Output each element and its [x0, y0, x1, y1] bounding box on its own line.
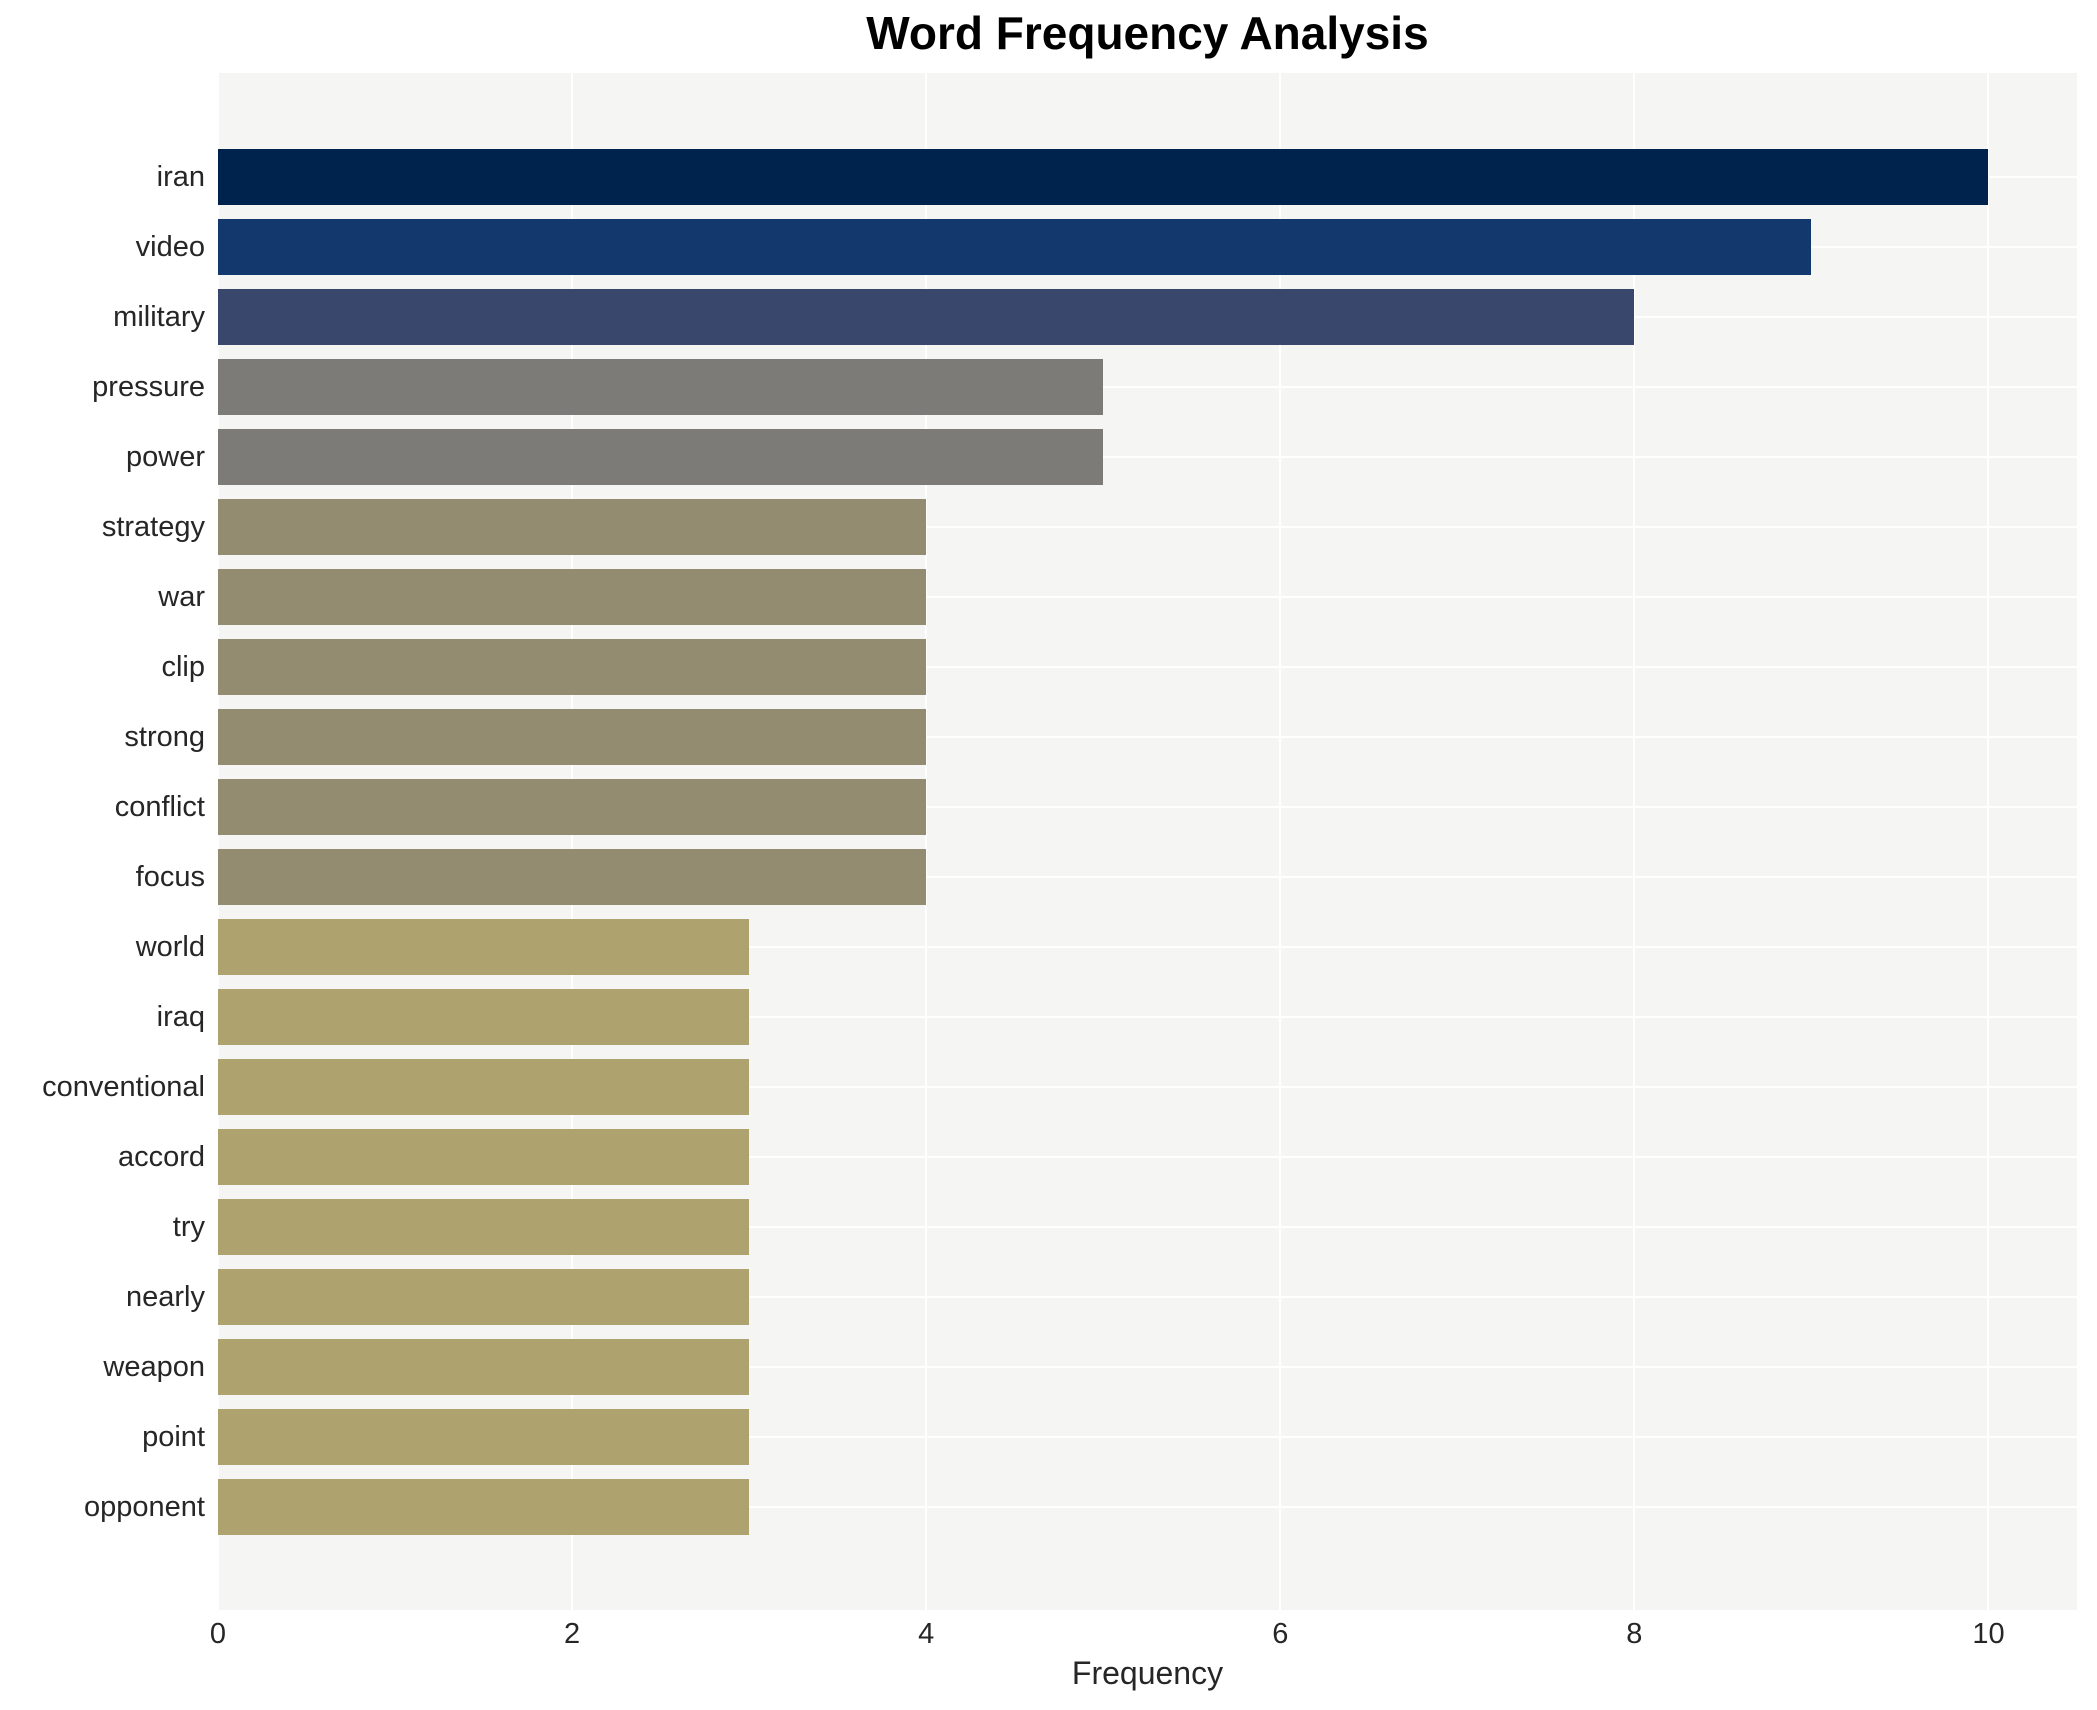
y-axis-label: try — [172, 1211, 205, 1243]
bar-military — [218, 289, 1634, 345]
x-gridline — [1279, 73, 1281, 1610]
y-axis-label: opponent — [84, 1491, 205, 1523]
y-axis-label: iraq — [156, 1001, 205, 1033]
chart-title: Word Frequency Analysis — [866, 7, 1429, 59]
bar-conventional — [218, 1059, 749, 1115]
bar-video — [218, 219, 1811, 275]
y-gridline — [218, 1016, 2077, 1018]
x-tick-label: 2 — [564, 1618, 581, 1650]
y-gridline — [218, 806, 2077, 808]
y-gridline — [218, 1156, 2077, 1158]
bar-pressure — [218, 359, 1103, 415]
y-gridline — [218, 526, 2077, 528]
y-gridline — [218, 596, 2077, 598]
x-tick-label: 6 — [1272, 1618, 1289, 1650]
y-axis-label: power — [126, 441, 205, 473]
x-tick-label: 8 — [1626, 1618, 1643, 1650]
x-tick-label: 0 — [209, 1618, 227, 1650]
bar-power — [218, 429, 1103, 485]
y-axis-label: conventional — [42, 1071, 205, 1103]
y-gridline — [218, 1226, 2077, 1228]
bar-iraq — [218, 989, 749, 1045]
x-axis-title: Frequency — [1071, 1655, 1224, 1691]
y-axis-label: war — [158, 581, 205, 613]
bar-world — [218, 919, 749, 975]
x-tick-label: 10 — [1972, 1618, 2005, 1650]
y-gridline — [218, 1086, 2077, 1088]
y-axis-label: world — [135, 931, 205, 963]
y-axis-label: strong — [124, 721, 205, 753]
bar-iran — [218, 149, 1988, 205]
bar-point — [218, 1409, 749, 1465]
plot-area — [217, 73, 2077, 1610]
bar-clip — [218, 639, 926, 695]
bar-focus — [218, 849, 926, 905]
bar-conflict — [218, 779, 926, 835]
y-gridline — [218, 1296, 2077, 1298]
bar-strong — [218, 709, 926, 765]
x-gridline — [1987, 73, 1989, 1610]
x-gridline — [925, 73, 927, 1610]
y-axis-label: strategy — [101, 511, 205, 543]
y-gridline — [218, 876, 2077, 878]
bar-strategy — [218, 499, 926, 555]
y-axis-label: clip — [161, 651, 205, 683]
y-axis-label: focus — [135, 861, 205, 893]
y-gridline — [218, 456, 2077, 458]
bar-accord — [218, 1129, 749, 1185]
y-axis-label: conflict — [114, 791, 205, 823]
x-tick-label: 4 — [918, 1618, 935, 1650]
bar-try — [218, 1199, 749, 1255]
y-gridline — [218, 736, 2077, 738]
y-gridline — [218, 666, 2077, 668]
bar-opponent — [218, 1479, 749, 1535]
bar-war — [218, 569, 926, 625]
y-gridline — [218, 1436, 2077, 1438]
y-axis-label: military — [113, 301, 205, 333]
y-axis-label: nearly — [126, 1281, 205, 1313]
bar-weapon — [218, 1339, 749, 1395]
bar-nearly — [218, 1269, 749, 1325]
y-gridline — [218, 1366, 2077, 1368]
y-gridline — [218, 946, 2077, 948]
y-axis-label: weapon — [103, 1351, 205, 1383]
y-gridline — [218, 386, 2077, 388]
y-axis-label: point — [142, 1421, 205, 1453]
y-axis-label: pressure — [92, 371, 205, 403]
y-axis-label: accord — [117, 1141, 205, 1173]
x-gridline — [1633, 73, 1635, 1610]
y-axis-label: video — [135, 231, 205, 263]
x-gridline — [571, 73, 573, 1610]
x-gridline — [217, 73, 219, 1610]
y-gridline — [218, 1506, 2077, 1508]
y-axis-label: iran — [156, 161, 205, 193]
